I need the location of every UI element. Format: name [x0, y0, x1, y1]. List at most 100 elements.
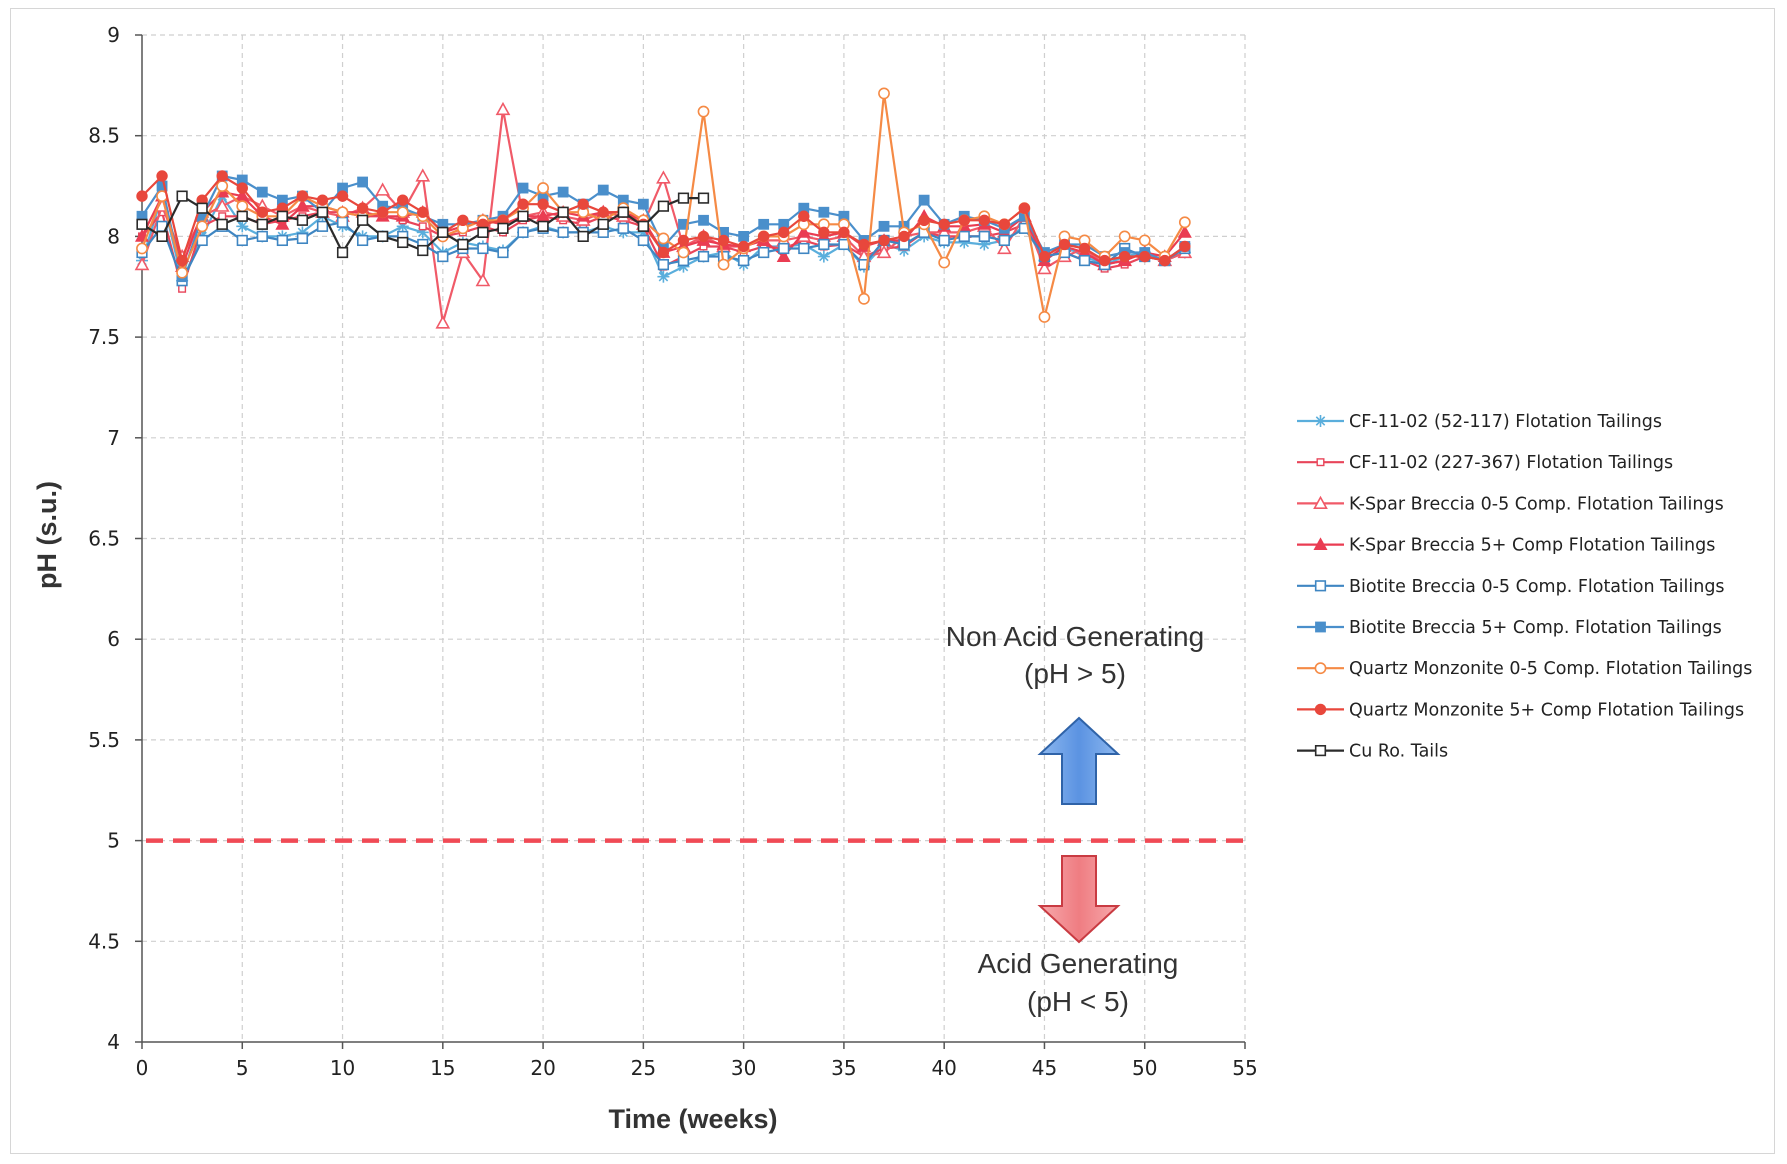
point-marker	[1078, 254, 1091, 267]
point-marker	[295, 198, 310, 212]
legend-label: CF-11-02 (227-367) Flotation Tailings	[1349, 453, 1673, 473]
y-tick-label: 4.5	[88, 929, 120, 953]
legend-label: K-Spar Breccia 0-5 Comp. Flotation Taili…	[1349, 494, 1724, 514]
point-marker	[136, 218, 148, 230]
up-arrow-icon	[1037, 716, 1121, 805]
y-tick-label: 4	[107, 1030, 120, 1054]
point-marker	[738, 254, 750, 267]
point-marker	[597, 218, 609, 230]
point-marker	[134, 256, 150, 271]
point-marker	[457, 238, 469, 251]
point-marker	[397, 194, 409, 206]
legend-item: Biotite Breccia 0-5 Comp. Flotation Tail…	[1297, 577, 1725, 597]
point-marker	[878, 87, 890, 100]
point-marker	[276, 234, 288, 247]
point-marker	[457, 214, 469, 226]
point-marker	[737, 240, 750, 253]
point-marker	[196, 234, 208, 247]
point-marker	[517, 198, 529, 210]
point-marker	[376, 206, 389, 218]
point-marker	[1314, 703, 1327, 716]
point-marker	[978, 230, 990, 243]
series-group	[134, 87, 1193, 329]
x-tick-label: 15	[430, 1056, 455, 1080]
point-marker	[136, 242, 148, 255]
series-3	[134, 101, 1193, 329]
point-marker	[356, 214, 369, 226]
point-marker	[1159, 254, 1171, 267]
point-marker	[316, 194, 329, 206]
point-marker	[938, 218, 950, 231]
y-tick-label: 8	[107, 224, 120, 248]
point-marker	[437, 226, 449, 238]
point-marker	[998, 218, 1011, 231]
point-marker	[818, 206, 830, 218]
point-marker	[497, 246, 509, 259]
point-marker	[236, 200, 249, 213]
point-marker	[256, 186, 268, 198]
point-marker	[356, 202, 369, 214]
point-marker	[878, 234, 890, 247]
point-marker	[517, 182, 529, 194]
point-marker	[216, 170, 228, 182]
x-tick-label: 25	[631, 1056, 656, 1080]
point-marker	[918, 214, 930, 226]
point-marker	[517, 226, 529, 238]
point-marker	[557, 226, 569, 238]
point-marker	[577, 230, 589, 243]
point-marker	[218, 212, 227, 221]
legend-item: CF-11-02 (52-117) Flotation Tailings	[1297, 412, 1662, 432]
point-marker	[377, 230, 389, 243]
x-tick-label: 30	[731, 1056, 756, 1080]
x-tick-label: 35	[831, 1056, 856, 1080]
point-marker	[878, 220, 890, 232]
x-tick-label: 40	[931, 1056, 956, 1080]
point-marker	[336, 190, 349, 202]
point-marker	[697, 230, 710, 243]
point-marker	[236, 182, 248, 194]
point-marker	[418, 222, 427, 231]
point-marker	[697, 105, 710, 118]
point-marker	[236, 210, 248, 222]
point-marker	[1078, 242, 1091, 255]
down-arrow-icon	[1037, 855, 1121, 944]
point-marker	[637, 220, 649, 232]
point-marker	[1178, 216, 1191, 229]
x-tick-label: 5	[236, 1056, 249, 1080]
point-marker	[858, 292, 870, 305]
point-marker	[236, 220, 249, 233]
point-marker	[1313, 537, 1328, 551]
point-marker	[557, 206, 569, 218]
point-marker	[717, 234, 730, 247]
point-marker	[637, 234, 649, 247]
point-marker	[938, 234, 950, 247]
point-marker	[698, 214, 709, 226]
point-marker	[1313, 495, 1328, 510]
non-acid-condition: (pH > 5)	[1024, 658, 1126, 689]
x-tick-label: 0	[136, 1056, 149, 1080]
point-marker	[778, 242, 790, 255]
point-marker	[758, 246, 770, 259]
non-acid-label: Non Acid Generating	[946, 621, 1204, 652]
point-marker	[216, 218, 228, 230]
point-marker	[778, 226, 790, 239]
point-marker	[417, 244, 429, 257]
point-marker	[697, 192, 710, 204]
chart-frame	[10, 8, 1775, 1154]
legend-item: Cu Ro. Tails	[1297, 742, 1448, 762]
point-marker	[415, 168, 431, 182]
point-marker	[1038, 311, 1051, 323]
y-axis-title: pH (s.u.)	[32, 481, 62, 589]
acid-label: Acid Generating	[978, 948, 1179, 979]
point-marker	[178, 284, 187, 293]
point-marker	[477, 226, 489, 238]
point-marker	[296, 190, 309, 202]
point-marker	[996, 240, 1012, 255]
legend-item: K-Spar Breccia 5+ Comp Flotation Tailing…	[1297, 536, 1715, 556]
x-tick-label: 55	[1232, 1056, 1257, 1080]
legend-item: CF-11-02 (227-367) Flotation Tailings	[1297, 453, 1673, 473]
point-marker	[417, 206, 429, 218]
point-marker	[537, 220, 549, 232]
point-marker	[156, 230, 168, 243]
point-marker	[617, 206, 629, 218]
